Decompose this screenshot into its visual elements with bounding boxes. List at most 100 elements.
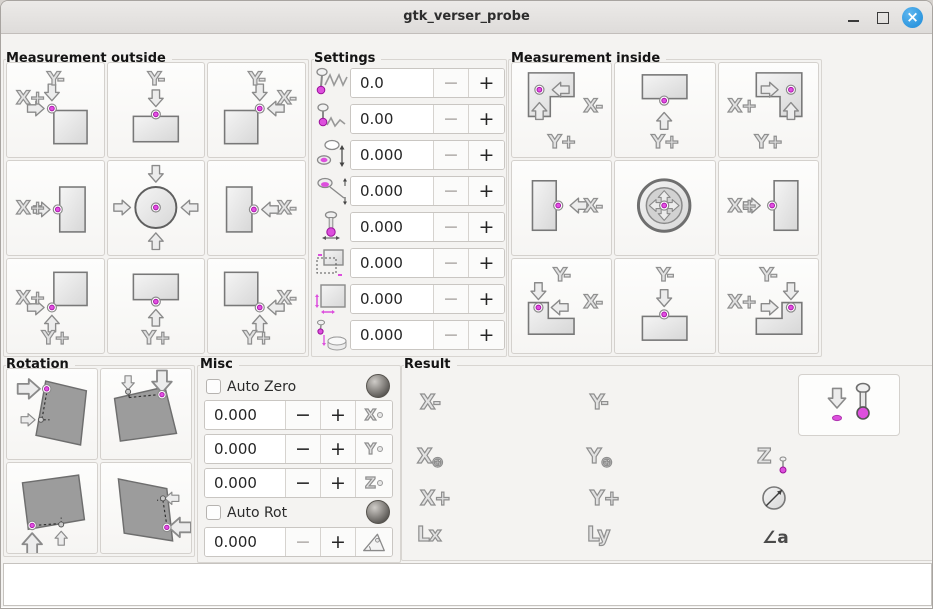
latch-return-spin: 0.000 − +: [350, 176, 505, 206]
minus-button[interactable]: −: [285, 469, 320, 497]
probe-inside-yminus[interactable]: Y-: [614, 258, 716, 354]
plus-button[interactable]: +: [468, 105, 504, 133]
auto-rot-label: Auto Rot: [227, 505, 288, 521]
minus-button[interactable]: −: [433, 105, 468, 133]
rotation-angle-input[interactable]: 0.000: [205, 528, 285, 556]
result-x-minus-label: X-: [419, 390, 441, 414]
edge-right-icon: [226, 186, 280, 233]
axis-label: X+: [15, 87, 46, 109]
plus-button[interactable]: +: [468, 285, 504, 313]
probe-velocity-input[interactable]: 0.00: [351, 105, 433, 133]
plus-button[interactable]: +: [320, 469, 355, 497]
probe-inside-xplus[interactable]: X+: [717, 160, 819, 256]
inside-grid: X- Y+ Y+ X+ Y+: [511, 62, 819, 354]
probe-diameter-input[interactable]: 0.000: [351, 213, 433, 241]
misc-frame: Misc Auto Zero 0.000 − + X 0.000 − + Y 0…: [197, 357, 401, 563]
minus-button[interactable]: −: [433, 249, 468, 277]
minus-button[interactable]: −: [433, 69, 468, 97]
minus-button[interactable]: −: [285, 401, 320, 429]
edge-front-icon: [132, 273, 179, 327]
status-log[interactable]: [3, 563, 932, 606]
status-entry[interactable]: [1, 607, 932, 608]
result-length-y-label: Ly: [586, 522, 611, 546]
axis-label: X-: [276, 87, 297, 109]
probe-inside-hole-center[interactable]: [614, 160, 716, 256]
set-rotation-button[interactable]: [355, 528, 392, 556]
auto-zero-checkbox[interactable]: [206, 379, 221, 394]
zero-x-button[interactable]: X: [355, 401, 392, 429]
result-y-center-label: Y⊕: [586, 444, 614, 471]
result-y-minus-label: Y-: [589, 390, 609, 414]
probe-outside-yplus[interactable]: Y+: [106, 258, 206, 354]
plus-button[interactable]: +: [468, 69, 504, 97]
minus-button[interactable]: −: [433, 285, 468, 313]
rotate-bottom-edge-icon: [21, 474, 86, 553]
zero-z-input[interactable]: 0.000: [205, 469, 285, 497]
probe-z-down-button[interactable]: [798, 374, 900, 436]
plus-button[interactable]: +: [468, 213, 504, 241]
probe-inside-yplus[interactable]: Y+: [614, 62, 716, 158]
close-icon[interactable]: ×: [902, 7, 923, 28]
probe-max-travel-spin: 0.000 − +: [350, 140, 505, 170]
plus-button[interactable]: +: [320, 528, 355, 556]
plus-button[interactable]: +: [468, 321, 504, 349]
inside-edge-right-icon: [742, 179, 799, 232]
minus-button[interactable]: −: [433, 213, 468, 241]
edge-length-input[interactable]: 0.000: [351, 285, 433, 313]
zero-y-input[interactable]: 0.000: [205, 435, 285, 463]
z-clearance-spin: 0.000 − +: [350, 320, 505, 350]
z-clearance-input[interactable]: 0.000: [351, 321, 433, 349]
corner-back-right-icon: [224, 83, 286, 145]
probe-outside-xminus[interactable]: X-: [207, 160, 306, 256]
probe-inside-corner-xminus-yminus[interactable]: Y- X-: [511, 258, 613, 354]
probe-inside-corner-xplus-yminus[interactable]: Y- X+: [717, 258, 819, 354]
result-x-center-label: X⊕: [416, 444, 444, 471]
plus-button[interactable]: +: [468, 141, 504, 169]
probe-inside-corner-xminus-yplus[interactable]: X- Y+: [511, 62, 613, 158]
hole-center-icon: [637, 178, 692, 233]
rotation-frame: Rotation: [3, 357, 195, 557]
plus-button[interactable]: +: [320, 435, 355, 463]
axis-label: Y-: [147, 68, 166, 90]
misc-title: Misc: [200, 357, 239, 374]
plus-button[interactable]: +: [468, 177, 504, 205]
plus-button[interactable]: +: [320, 401, 355, 429]
zero-y-button[interactable]: Y: [355, 435, 392, 463]
xy-clearance-spin: 0.000 − +: [350, 248, 505, 278]
zero-x-input[interactable]: 0.000: [205, 401, 285, 429]
probe-outside-corner-xplus-yplus[interactable]: X+ Y+: [6, 258, 105, 354]
rotate-probe-bottom-edge[interactable]: [6, 462, 98, 554]
probe-outside-corner-xminus-yplus[interactable]: X- Y+: [207, 258, 306, 354]
minus-button[interactable]: −: [433, 177, 468, 205]
probe-outside-xplus[interactable]: X+: [6, 160, 105, 256]
probe-inside-xminus[interactable]: X-: [511, 160, 613, 256]
axis-label: Y-: [46, 68, 65, 90]
latch-return-input[interactable]: 0.000: [351, 177, 433, 205]
auto-rot-checkbox[interactable]: [206, 505, 221, 520]
xy-clearance-input[interactable]: 0.000: [351, 249, 433, 277]
probe-outside-boss-center[interactable]: [106, 160, 206, 256]
plus-button[interactable]: +: [468, 249, 504, 277]
rotate-probe-left-edge[interactable]: [6, 368, 98, 460]
minimize-icon[interactable]: [848, 20, 859, 22]
minus-button[interactable]: −: [285, 528, 320, 556]
zero-z-button[interactable]: Z: [355, 469, 392, 497]
probe-inside-corner-xplus-yplus[interactable]: X+ Y+: [717, 62, 819, 158]
probe-outside-corner-xplus-yminus[interactable]: Y- X+: [6, 62, 105, 158]
maximize-icon[interactable]: [877, 12, 889, 24]
axis-label: Y+: [754, 131, 784, 153]
titlebar: gtk_verser_probe ×: [1, 1, 932, 34]
probe-outside-corner-xminus-yminus[interactable]: Y- X-: [207, 62, 306, 158]
rotate-probe-right-edge[interactable]: [100, 462, 192, 554]
minus-button[interactable]: −: [285, 435, 320, 463]
probe-max-travel-input[interactable]: 0.000: [351, 141, 433, 169]
probe-outside-yminus[interactable]: Y-: [106, 62, 206, 158]
search-velocity-input[interactable]: 0.0: [351, 69, 433, 97]
minus-button[interactable]: −: [433, 321, 468, 349]
minus-button[interactable]: −: [433, 141, 468, 169]
corner-front-right-icon: [224, 271, 286, 333]
window-title: gtk_verser_probe: [403, 9, 530, 24]
angle-probe-icon: [363, 533, 385, 552]
rotate-probe-top-edge[interactable]: [100, 368, 192, 460]
